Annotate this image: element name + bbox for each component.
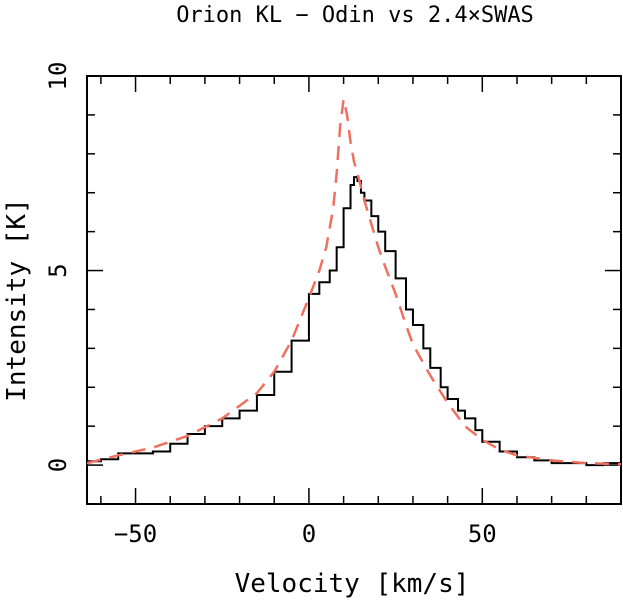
tick-labels: −50 0 50 0 5 10 [44,62,497,548]
chart-title: Orion KL − Odin vs 2.4×SWAS [176,3,534,28]
plot-area [87,99,621,467]
y-tick-label: 0 [44,458,72,472]
plot-frame [86,75,622,505]
odin-spectrum-line [87,176,621,467]
y-tick-label: 5 [44,263,72,277]
x-axis-label: Velocity [km/s] [235,569,470,599]
y-axis-label: Intensity [K] [2,198,32,402]
x-tick-label: 0 [302,520,316,548]
x-tick-label: 50 [468,520,497,548]
swas-spectrum-line [87,99,621,466]
ticks [87,75,622,505]
y-tick-label: 10 [44,62,72,91]
x-tick-label: −50 [114,520,157,548]
